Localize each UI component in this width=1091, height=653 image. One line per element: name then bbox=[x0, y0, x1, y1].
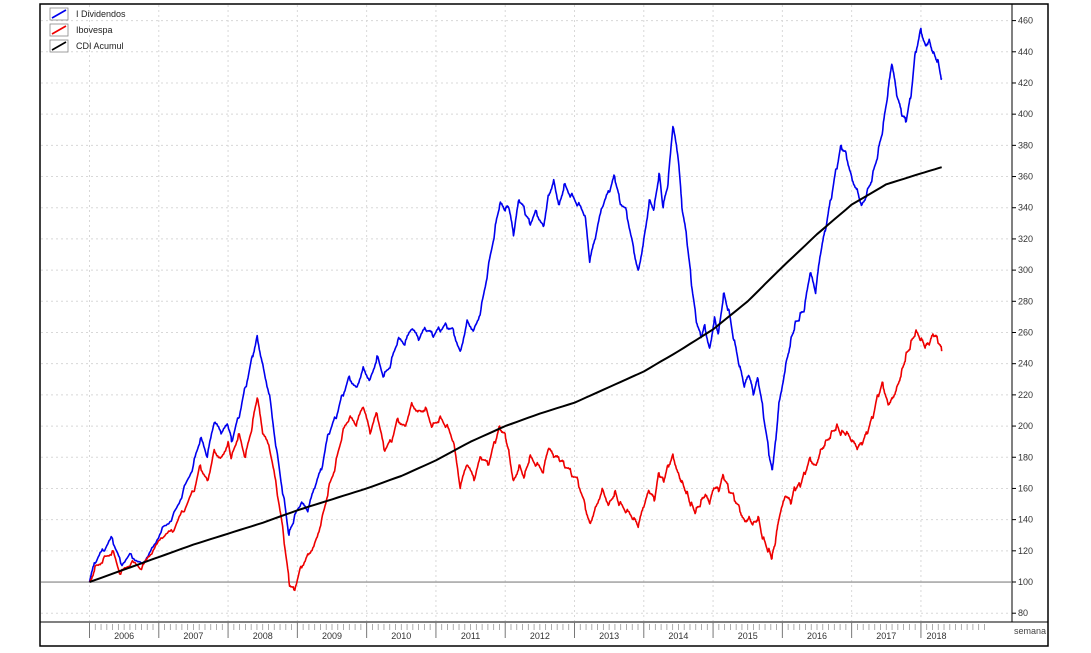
legend-label: I Dividendos bbox=[76, 9, 126, 19]
y-tick-label: 160 bbox=[1018, 483, 1033, 493]
x-tick-label: 2008 bbox=[253, 631, 273, 641]
x-tick-label: 2012 bbox=[530, 631, 550, 641]
y-tick-label: 280 bbox=[1018, 296, 1033, 306]
x-tick-label: 2016 bbox=[807, 631, 827, 641]
legend-label: Ibovespa bbox=[76, 25, 113, 35]
plot-frame bbox=[39, 3, 1049, 647]
y-tick-label: 440 bbox=[1018, 47, 1033, 57]
y-tick-label: 380 bbox=[1018, 140, 1033, 150]
x-tick-label: 2013 bbox=[599, 631, 619, 641]
legend-label: CDI Acumul bbox=[76, 41, 124, 51]
x-tick-label: 2014 bbox=[668, 631, 688, 641]
legend-swatch-line bbox=[51, 9, 67, 19]
x-axis-unit-label: semana bbox=[1014, 626, 1046, 636]
y-tick-label: 460 bbox=[1018, 16, 1033, 26]
y-tick-label: 260 bbox=[1018, 327, 1033, 337]
x-tick-label: 2018 bbox=[927, 631, 947, 641]
y-tick-label: 120 bbox=[1018, 546, 1033, 556]
y-tick-label: 220 bbox=[1018, 390, 1033, 400]
series-line-cdi-acumul bbox=[89, 166, 942, 583]
y-axis: 80 100 120 140 160 180 200 220 240 260 280 300 320 34… bbox=[1012, 16, 1033, 618]
x-tick-label: 2007 bbox=[183, 631, 203, 641]
y-tick-label: 200 bbox=[1018, 421, 1033, 431]
legend-swatch-line bbox=[51, 41, 67, 51]
series-line-ibovespa bbox=[88, 329, 943, 592]
x-tick-label: 2017 bbox=[876, 631, 896, 641]
y-tick-label: 340 bbox=[1018, 203, 1033, 213]
y-tick-label: 300 bbox=[1018, 265, 1033, 275]
y-tick-label: 100 bbox=[1018, 577, 1033, 587]
grid bbox=[41, 5, 1011, 621]
y-tick-label: 240 bbox=[1018, 359, 1033, 369]
series-line-i-dividendos bbox=[88, 27, 943, 583]
x-tick-label: 2009 bbox=[322, 631, 342, 641]
y-tick-label: 420 bbox=[1018, 78, 1033, 88]
legend-swatch-line bbox=[51, 25, 67, 35]
y-tick-label: 360 bbox=[1018, 172, 1033, 182]
x-tick-label: 2010 bbox=[391, 631, 411, 641]
x-tick-label: 2015 bbox=[738, 631, 758, 641]
y-tick-label: 400 bbox=[1018, 109, 1033, 119]
y-tick-label: 80 bbox=[1018, 608, 1028, 618]
series-layer bbox=[88, 27, 943, 592]
legend: I Dividendos Ibovespa CDI Acumul bbox=[49, 7, 126, 53]
y-tick-label: 180 bbox=[1018, 452, 1033, 462]
x-tick-label: 2006 bbox=[114, 631, 134, 641]
y-tick-label: 320 bbox=[1018, 234, 1033, 244]
x-tick-label: 2011 bbox=[461, 631, 480, 641]
y-tick-label: 140 bbox=[1018, 515, 1033, 525]
x-axis: 2006 2007 2008 2009 2010 2011 2012 2013 2014 2015… bbox=[89, 622, 985, 641]
